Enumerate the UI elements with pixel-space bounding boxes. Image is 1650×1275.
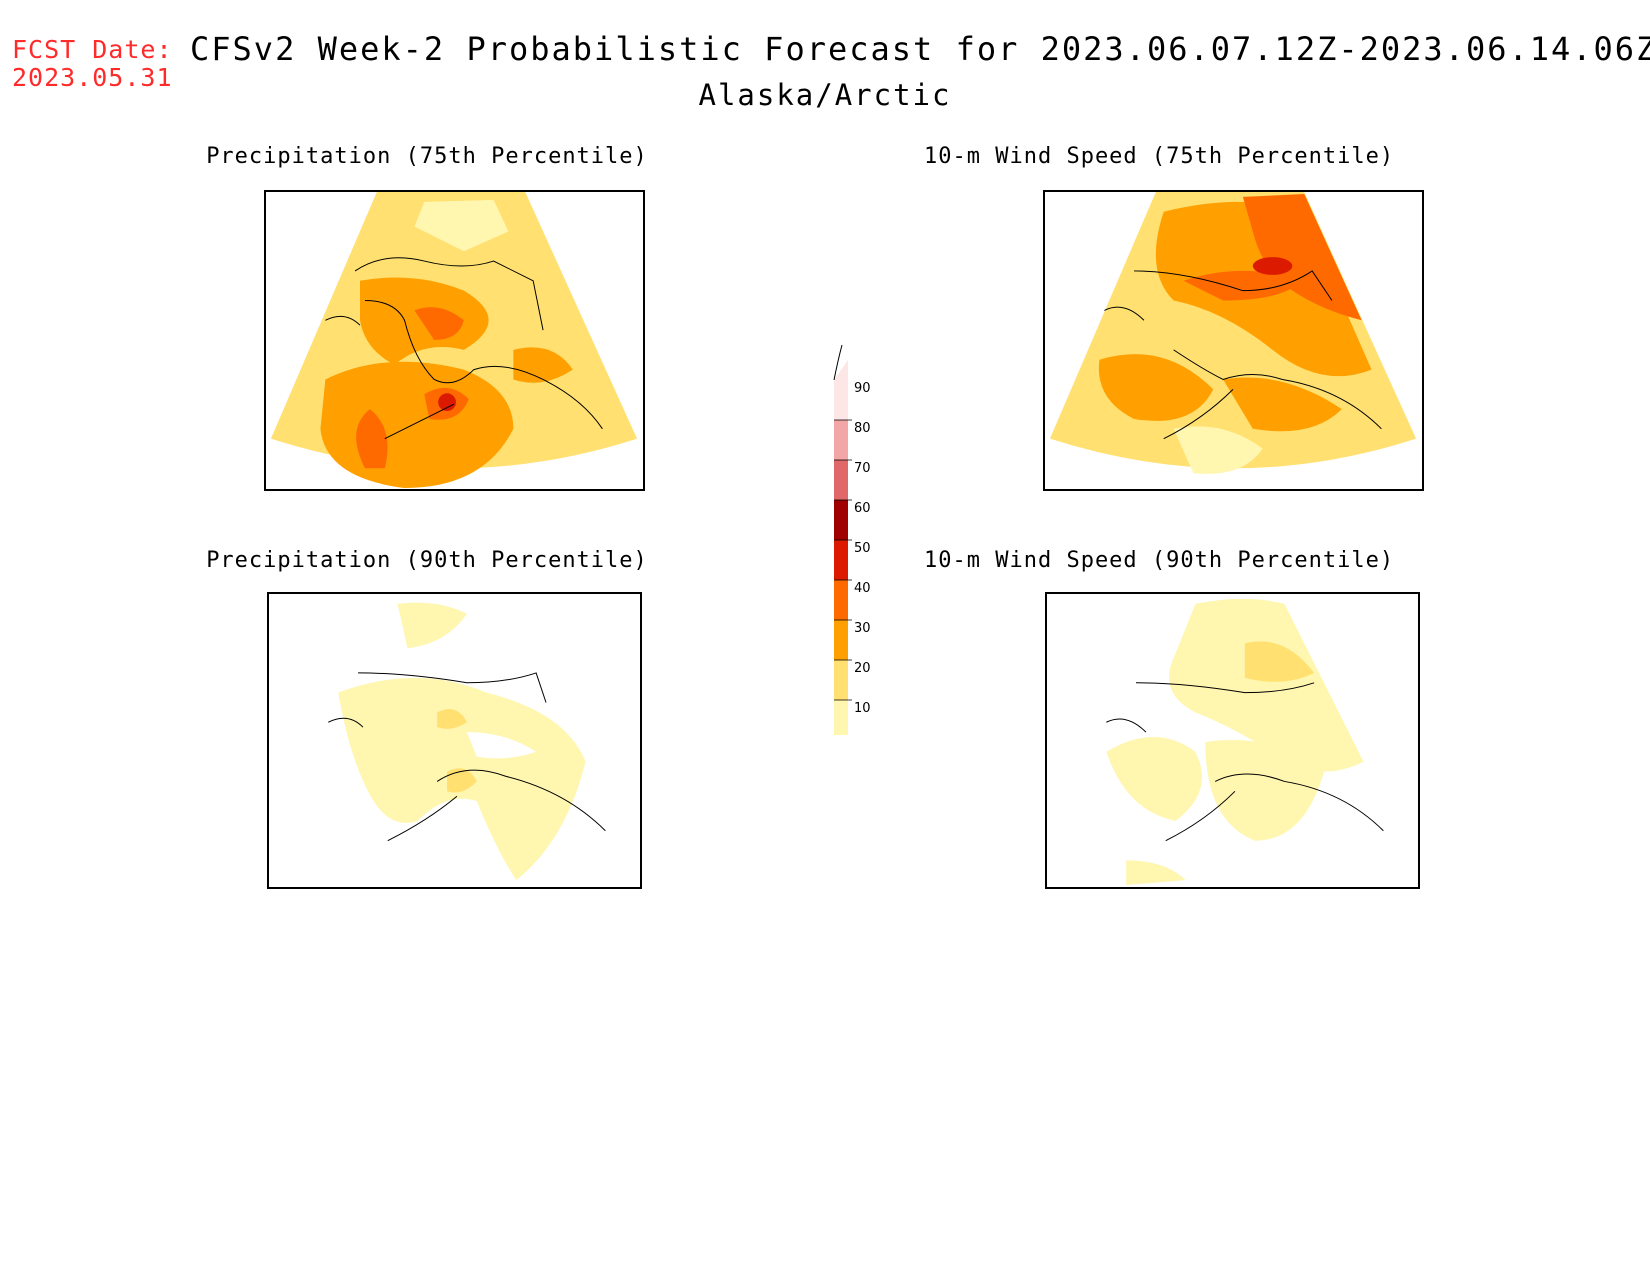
page-title: CFSv2 Week-2 Probabilistic Forecast for … (190, 30, 1650, 68)
map-precip-90 (267, 592, 642, 889)
legend-svg: 90 80 70 60 50 40 30 20 10 (833, 344, 871, 779)
legend-swatch (834, 580, 848, 620)
legend-swatch (834, 620, 848, 660)
panel-title-wind-90: 10-m Wind Speed (90th Percentile) (924, 548, 1395, 573)
forecast-date-label: FCST Date: (12, 35, 173, 64)
legend-tick-label: 10 (854, 701, 871, 716)
map-precip-75 (264, 190, 645, 491)
legend-tick-label: 30 (854, 621, 871, 636)
legend-top-edge (833, 344, 843, 381)
legend-swatch (834, 460, 848, 500)
legend-swatch (834, 540, 848, 580)
panel-title-precip-90: Precipitation (90th Percentile) (206, 548, 648, 573)
map-wind-90 (1045, 592, 1420, 889)
legend-swatch (834, 660, 848, 700)
legend-tick-label: 20 (854, 661, 871, 676)
legend-swatch (834, 500, 848, 540)
legend-tick-label: 50 (854, 541, 871, 556)
panel-title-wind-75: 10-m Wind Speed (75th Percentile) (924, 144, 1395, 169)
legend-tick-label: 60 (854, 501, 871, 516)
legend-swatch (834, 700, 848, 740)
legend-tick-label: 40 (854, 581, 871, 596)
legend-tick-label: 80 (854, 421, 871, 436)
legend-tick-label: 90 (854, 381, 871, 396)
legend-swatch (834, 380, 848, 420)
region-subtitle: Alaska/Arctic (698, 78, 952, 112)
forecast-date-block: FCST Date: 2023.05.31 (12, 36, 173, 92)
color-legend: 90 80 70 60 50 40 30 20 10 (808, 335, 878, 779)
legend-swatch (834, 420, 848, 460)
legend-top-cap (834, 360, 848, 380)
forecast-date-value: 2023.05.31 (12, 63, 173, 92)
legend-tick-label: 70 (854, 461, 871, 476)
map-wind-75 (1043, 190, 1424, 491)
panel-title-precip-75: Precipitation (75th Percentile) (206, 144, 648, 169)
